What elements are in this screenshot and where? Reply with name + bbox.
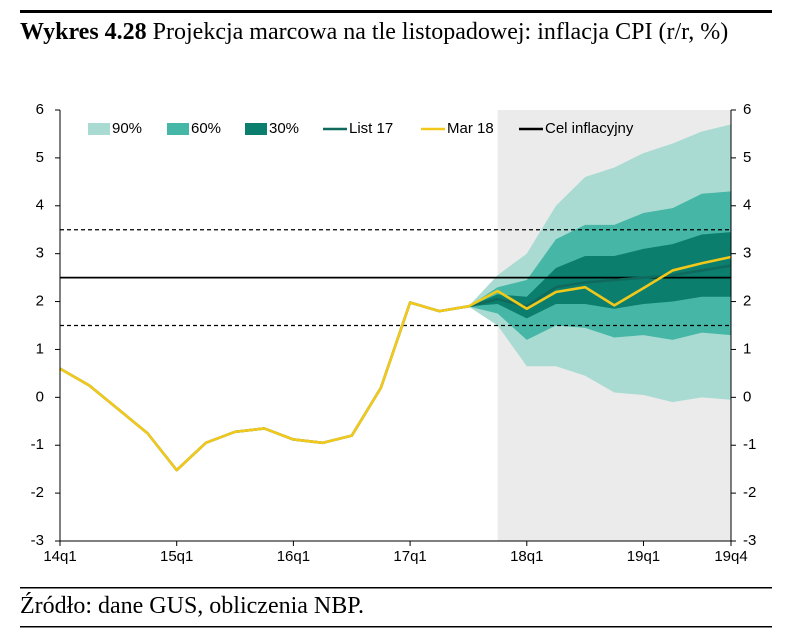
fan-band [468, 232, 731, 319]
x-tick-label: 19q1 [627, 548, 660, 565]
legend-swatch [245, 123, 267, 135]
y2-tick-label: 2 [743, 293, 751, 310]
y2-tick-label: 1 [743, 340, 751, 357]
y2-tick-label: -2 [743, 484, 756, 501]
y-tick-label: 4 [36, 197, 44, 214]
y-tick-label: -3 [31, 532, 44, 549]
x-tick-label: 19q4 [714, 548, 747, 565]
source-rule [20, 587, 772, 589]
y-tick-label: -1 [31, 436, 44, 453]
source: Źródło: dane GUS, obliczenia NBP. [20, 593, 364, 619]
legend-label: Mar 18 [447, 120, 494, 137]
y2-tick-label: 3 [743, 245, 751, 262]
series-line [59, 255, 732, 472]
y2-tick-label: -3 [743, 532, 756, 549]
title-label: Wykres 4.28 [20, 19, 147, 45]
y-tick-label: 1 [36, 340, 44, 357]
legend-label: 60% [191, 120, 221, 137]
legend-swatch [88, 123, 110, 135]
legend-label: 30% [269, 120, 299, 137]
legend-label: 90% [112, 120, 142, 137]
y-tick-label: 0 [36, 388, 44, 405]
y2-tick-label: 5 [743, 149, 751, 166]
bottom-rule [20, 626, 772, 628]
legend-swatch [167, 123, 189, 135]
y-tick-label: 2 [36, 293, 44, 310]
y-tick-label: 5 [36, 149, 44, 166]
legend-label: Cel inflacyjny [545, 120, 634, 137]
y2-tick-label: 4 [743, 197, 751, 214]
x-tick-label: 17q1 [393, 548, 426, 565]
legend-label: List 17 [349, 120, 393, 137]
y2-tick-label: 0 [743, 388, 751, 405]
y-tick-label: 3 [36, 245, 44, 262]
x-tick-label: 15q1 [160, 548, 193, 565]
x-tick-label: 16q1 [277, 548, 310, 565]
top-rule [20, 10, 772, 13]
x-tick-label: 18q1 [510, 548, 543, 565]
y-tick-label: -2 [31, 484, 44, 501]
x-tick-label: 14q1 [43, 548, 76, 565]
chart-title: Wykres 4.28 Projekcja marcowa na tle lis… [20, 16, 772, 48]
y2-tick-label: 6 [743, 101, 751, 118]
title-text: Projekcja marcowa na tle listopadowej: i… [152, 19, 729, 45]
y-tick-label: 6 [36, 101, 44, 118]
y2-tick-label: -1 [743, 436, 756, 453]
